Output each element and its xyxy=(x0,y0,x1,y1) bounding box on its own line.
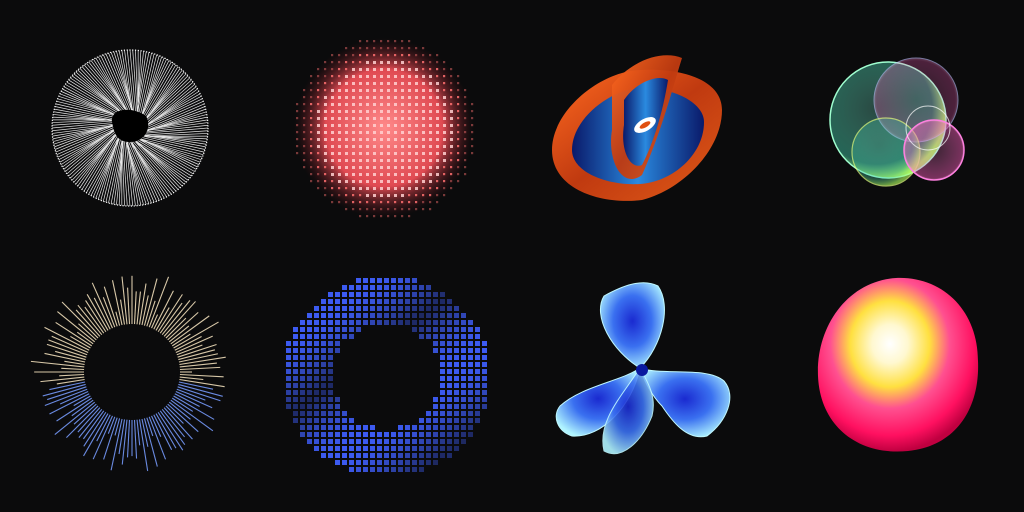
audio-waveform-ring xyxy=(0,256,256,512)
red-pixel-dot-sphere xyxy=(256,0,512,256)
white-radial-line-circle xyxy=(0,0,256,256)
orange-blue-twisted-ribbon xyxy=(512,0,768,256)
multicolor-pixel-ring xyxy=(256,256,512,512)
iridescent-overlapping-bubbles xyxy=(768,0,1024,256)
magenta-yellow-gradient-blob xyxy=(768,256,1024,512)
blue-three-petal-flower xyxy=(512,256,768,512)
